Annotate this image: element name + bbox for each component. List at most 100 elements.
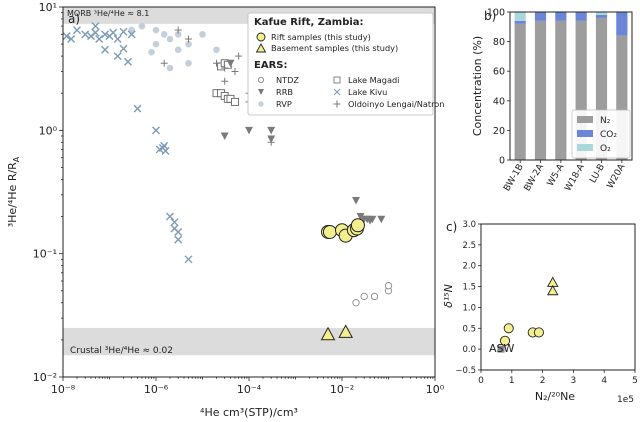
legend-rrb: RRB bbox=[276, 87, 293, 97]
panel-c-xlabel: N₂/²⁰Ne bbox=[535, 390, 575, 403]
panel-c-xtick-label: 3 bbox=[571, 376, 577, 386]
panel-a-point-x-blue bbox=[119, 44, 128, 53]
panel-c-label: c) bbox=[446, 220, 457, 234]
panel-c-xtick-label: 1 bbox=[509, 376, 515, 386]
panel-a-point-circle-light bbox=[199, 31, 206, 38]
panel-a-point-circle-light bbox=[160, 31, 168, 38]
legend-basement-marker bbox=[255, 43, 267, 53]
panel-b-bar-segment bbox=[616, 35, 628, 160]
panel-a-point-x-blue bbox=[109, 28, 118, 37]
panel-c-point-square-gray bbox=[497, 345, 505, 353]
panel-a-point-x-blue bbox=[73, 26, 81, 35]
panel-b-bar-segment bbox=[616, 12, 628, 36]
legend-lengai-marker bbox=[333, 100, 341, 108]
panel-c-ytick-label: 1.0 bbox=[462, 303, 476, 313]
panel-a-marks bbox=[62, 22, 393, 341]
panel-a-point-circle-yellow bbox=[322, 224, 337, 239]
panel-a-xtick-label: 10⁻⁴ bbox=[237, 383, 262, 396]
panel-a-point-circle-light bbox=[185, 59, 192, 67]
panel-a-point-x-blue bbox=[91, 28, 100, 37]
panel-a-point-circle-light bbox=[166, 64, 174, 72]
crustal-band-label: Crustal ³He/⁴He ≈ 0.02 bbox=[70, 346, 173, 356]
legend-o2-swatch bbox=[577, 144, 593, 151]
panel-b-bar-segment bbox=[514, 12, 526, 21]
panel-a-xlabel: ⁴He cm³(STP)/cm³ bbox=[200, 406, 298, 419]
panel-a-point-plus-gray bbox=[174, 26, 182, 34]
panel-a-ylabel: ³He/⁴He R/RA bbox=[6, 156, 21, 227]
panel-b-ylabel: Concentration (%) bbox=[471, 36, 484, 136]
legend-rift-marker bbox=[256, 32, 266, 42]
panel-a-point-plus-gray bbox=[212, 59, 220, 67]
legend-co2: CO₂ bbox=[600, 130, 617, 140]
panel-b-ytick-label: 20 bbox=[493, 126, 505, 137]
panel-c-x-multiplier: 1e5 bbox=[617, 395, 634, 405]
panel-b-bar-segment bbox=[575, 12, 587, 21]
panel-a-point-x-blue bbox=[174, 227, 183, 236]
panel-a-point-circle-light bbox=[174, 46, 182, 54]
panel-a-point-circle-light bbox=[166, 35, 174, 43]
panel-a-point-triangle-gray bbox=[377, 215, 386, 224]
panel-a-point-plus-gray bbox=[160, 59, 168, 67]
panel-a-point-x-blue bbox=[127, 30, 136, 39]
panel-b-bar-segment bbox=[555, 20, 567, 160]
panel-c-point-circle-yellow bbox=[533, 327, 544, 338]
panel-b-bar-segment bbox=[534, 20, 547, 160]
panel-a-point-square-open bbox=[231, 97, 239, 106]
panel-a-point-x-blue bbox=[184, 255, 193, 264]
panel-b-bar-segment bbox=[555, 12, 567, 21]
panel-c-xtick-label: 5 bbox=[632, 376, 638, 386]
panel-b-category-label: W5-A bbox=[546, 162, 567, 188]
panel-c-point-circle-yellow bbox=[503, 323, 514, 334]
panel-a-point-x-blue bbox=[67, 35, 76, 44]
panel-a-ytick-label: 10¹ bbox=[39, 1, 57, 14]
panel-a-legend: Kafue Rift, Zambia: Rift samples (this s… bbox=[247, 12, 444, 116]
legend-title: Kafue Rift, Zambia: bbox=[254, 17, 364, 28]
panel-a-point-x-blue bbox=[152, 126, 160, 135]
legend-n2: N₂ bbox=[600, 116, 611, 126]
panel-b-bar-segment bbox=[575, 20, 587, 160]
panel-a-point-triangle-yellow bbox=[320, 326, 336, 341]
panel-a-point-x-blue bbox=[161, 146, 170, 155]
panel-c-xtick-label: 4 bbox=[601, 376, 607, 386]
panel-c-ylabel: δ¹⁵N bbox=[442, 284, 455, 308]
panel-b-ytick-label: 100 bbox=[487, 8, 505, 19]
panel-c-ytick-label: 2.0 bbox=[462, 262, 476, 272]
panel-c-marks bbox=[497, 276, 559, 353]
legend-box bbox=[247, 12, 434, 116]
panel-a-point-circle-light bbox=[138, 22, 146, 30]
panel-a-point-triangle-gray bbox=[368, 215, 377, 224]
panel-a-point-triangle-gray bbox=[267, 135, 276, 144]
panel-b-category-label: LU-B bbox=[588, 163, 607, 186]
panel-a-point-circle-open bbox=[352, 299, 360, 307]
panel-b-ytick-label: 0 bbox=[499, 156, 505, 167]
panel-a-point-triangle-gray bbox=[245, 126, 253, 135]
panel-c-ticks: 0 1 2 3 4 5 −0.5 0.0 0.5 1.0 1.5 2.0 2.5 3.0 bbox=[455, 220, 638, 386]
panel-a-point-triangle-gray bbox=[351, 196, 360, 205]
panel-a-ytick-label: 10⁻¹ bbox=[33, 248, 57, 261]
panel-a-point-circle-light bbox=[174, 31, 182, 38]
panel-b-bar-segment bbox=[514, 20, 526, 24]
panel-a-point-x-blue bbox=[91, 22, 100, 31]
panel-a-point-plus-gray bbox=[231, 67, 239, 75]
legend-o2: O₂ bbox=[600, 144, 611, 154]
legend-basement: Basement samples (this study) bbox=[271, 43, 398, 53]
panel-b-ytick-label: 60 bbox=[493, 67, 505, 78]
panel-c-point-triangle-yellow bbox=[546, 284, 559, 296]
panel-a-point-triangle-yellow bbox=[338, 324, 354, 338]
panel-c-point-circle-yellow bbox=[499, 335, 511, 346]
panel-b-ytick-label: 40 bbox=[493, 96, 505, 107]
panel-c-frame bbox=[480, 223, 636, 371]
panel-b-ytick-label: 80 bbox=[493, 37, 505, 48]
panel-a-point-x-blue bbox=[113, 35, 122, 44]
panel-a-point-triangle-gray bbox=[226, 59, 235, 68]
panel-c-ytick-label: 0.5 bbox=[462, 324, 476, 334]
legend-ntdz-marker bbox=[257, 77, 264, 84]
panel-a-point-x-blue bbox=[170, 218, 179, 227]
panel-c-ytick-label: −0.5 bbox=[455, 366, 476, 376]
panel-b-legend: N₂ CO₂ O₂ bbox=[571, 109, 631, 159]
panel-a-point-plus-gray bbox=[221, 64, 229, 72]
panel-a-xtick-label: 10⁻² bbox=[330, 383, 354, 396]
legend-kivu: Lake Kivu bbox=[348, 87, 387, 97]
legend-kivu-marker bbox=[333, 88, 341, 96]
